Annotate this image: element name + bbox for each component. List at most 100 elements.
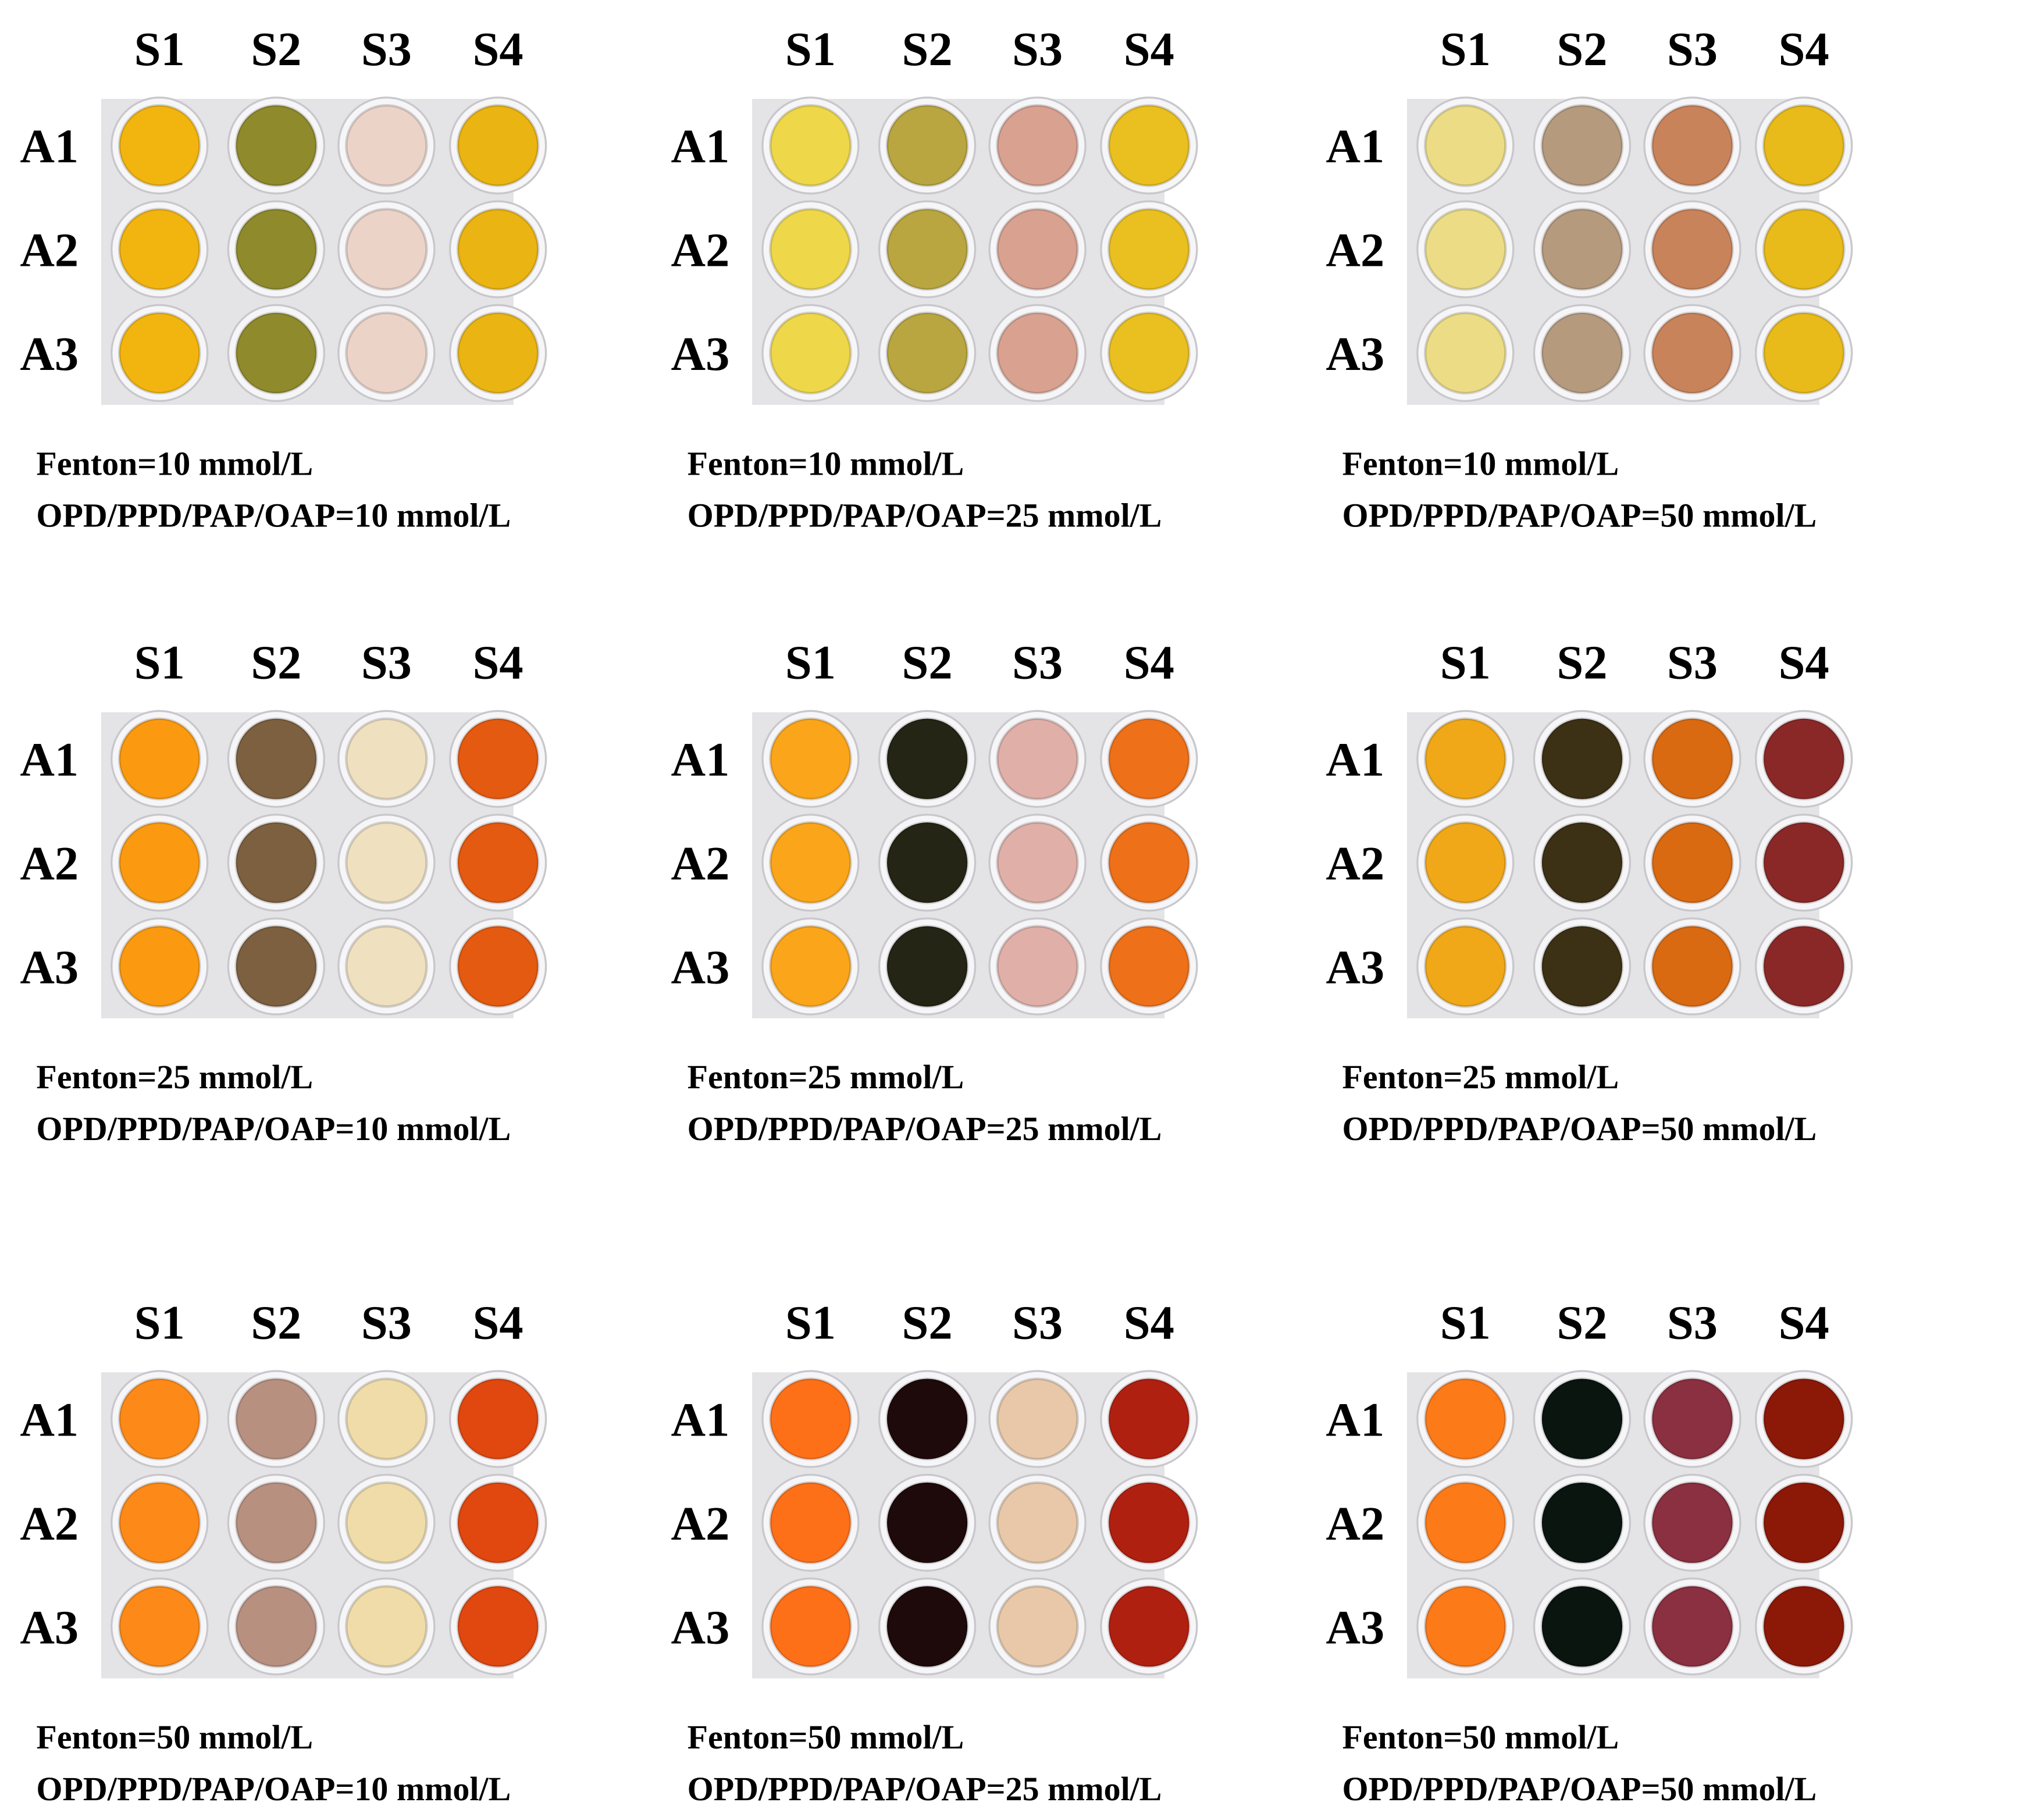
well: [117, 717, 201, 801]
well: [769, 717, 852, 801]
well: [885, 1481, 969, 1565]
well: [1540, 208, 1624, 291]
caption: OPD/PPD/PAP/OAP=25 mmol/L: [688, 1110, 1162, 1148]
well: [1423, 821, 1507, 904]
well: [769, 1584, 852, 1668]
well: [117, 1481, 201, 1565]
well: [345, 208, 428, 291]
caption: OPD/PPD/PAP/OAP=50 mmol/L: [1342, 1110, 1817, 1148]
column-label: S3: [361, 636, 412, 689]
well: [1423, 208, 1507, 291]
well: [996, 1481, 1079, 1565]
row-label: A3: [1326, 1600, 1384, 1654]
well: [769, 1377, 852, 1461]
well: [1107, 1481, 1191, 1565]
row-label: A2: [671, 836, 730, 890]
well: [456, 311, 540, 395]
well: [1762, 208, 1846, 291]
well: [996, 1377, 1079, 1461]
well: [1651, 1377, 1734, 1461]
caption: Fenton=10 mmol/L: [688, 445, 964, 483]
well: [117, 821, 201, 904]
caption: Fenton=10 mmol/L: [36, 445, 313, 483]
well: [234, 311, 318, 395]
row-label: A1: [20, 1393, 79, 1447]
well: [234, 208, 318, 291]
well: [996, 717, 1079, 801]
well: [885, 717, 969, 801]
row-label: A2: [671, 223, 730, 277]
well: [456, 717, 540, 801]
well: [234, 925, 318, 1008]
caption: Fenton=25 mmol/L: [688, 1058, 964, 1096]
well: [769, 925, 852, 1008]
well: [345, 1584, 428, 1668]
well: [885, 104, 969, 187]
well: [117, 1584, 201, 1668]
panel: A1 A2 A3 S1 S2 S3 S4 Fenton=25 mmol/L OPD/PPD/PA…: [1326, 636, 1853, 1148]
column-label: S3: [1012, 636, 1063, 689]
well: [885, 311, 969, 395]
well: [1651, 311, 1734, 395]
panel: A1 A2 A3 S1 S2 S3 S4 Fenton=10 mmol/L OPD/PPD/PA…: [20, 22, 547, 535]
column-label: S4: [1124, 636, 1174, 689]
well: [456, 208, 540, 291]
panel: A1 A2 A3 S1 S2 S3 S4 Fenton=10 mmol/L OPD/PPD/PA…: [671, 22, 1198, 535]
caption: Fenton=10 mmol/L: [1342, 445, 1619, 483]
well: [234, 1377, 318, 1461]
column-label: S4: [1779, 636, 1829, 689]
column-label: S1: [1440, 1295, 1491, 1349]
row-label: A2: [20, 223, 79, 277]
caption: OPD/PPD/PAP/OAP=25 mmol/L: [688, 1770, 1162, 1808]
well: [996, 821, 1079, 904]
well: [1107, 925, 1191, 1008]
row-label: A1: [671, 119, 730, 173]
row-label: A2: [671, 1497, 730, 1550]
well: [885, 821, 969, 904]
well: [1423, 717, 1507, 801]
column-label: S1: [134, 1295, 185, 1349]
row-label: A2: [1326, 1497, 1384, 1550]
well: [117, 208, 201, 291]
column-label: S1: [1440, 636, 1491, 689]
column-label: S2: [251, 1295, 301, 1349]
column-label: S1: [134, 636, 185, 689]
column-label: S1: [785, 1295, 836, 1349]
column-label: S2: [1557, 1295, 1607, 1349]
column-label: S4: [473, 636, 523, 689]
well: [1107, 104, 1191, 187]
column-label: S2: [902, 22, 953, 76]
well: [1423, 925, 1507, 1008]
well: [456, 925, 540, 1008]
well: [345, 104, 428, 187]
column-label: S4: [473, 1295, 523, 1349]
row-label: A1: [20, 733, 79, 786]
column-label: S3: [1667, 636, 1718, 689]
well: [234, 1584, 318, 1668]
well: [1651, 821, 1734, 904]
well: [1540, 925, 1624, 1008]
well: [1540, 1377, 1624, 1461]
well: [345, 717, 428, 801]
row-label: A3: [671, 1600, 730, 1654]
panel: A1 A2 A3 S1 S2 S3 S4 Fenton=50 mmol/L OPD/PPD/PA…: [671, 1295, 1198, 1808]
well: [345, 311, 428, 395]
column-label: S4: [473, 22, 523, 76]
row-label: A2: [20, 836, 79, 890]
well: [769, 821, 852, 904]
column-label: S1: [134, 22, 185, 76]
well: [1540, 1584, 1624, 1668]
column-label: S4: [1124, 1295, 1174, 1349]
well: [345, 1481, 428, 1565]
row-label: A1: [1326, 1393, 1384, 1447]
row-label: A1: [1326, 119, 1384, 173]
well: [1107, 717, 1191, 801]
column-label: S3: [361, 1295, 412, 1349]
well: [769, 311, 852, 395]
well: [1762, 717, 1846, 801]
well: [1540, 717, 1624, 801]
well: [885, 925, 969, 1008]
well: [1762, 104, 1846, 187]
column-label: S3: [361, 22, 412, 76]
well: [1651, 717, 1734, 801]
